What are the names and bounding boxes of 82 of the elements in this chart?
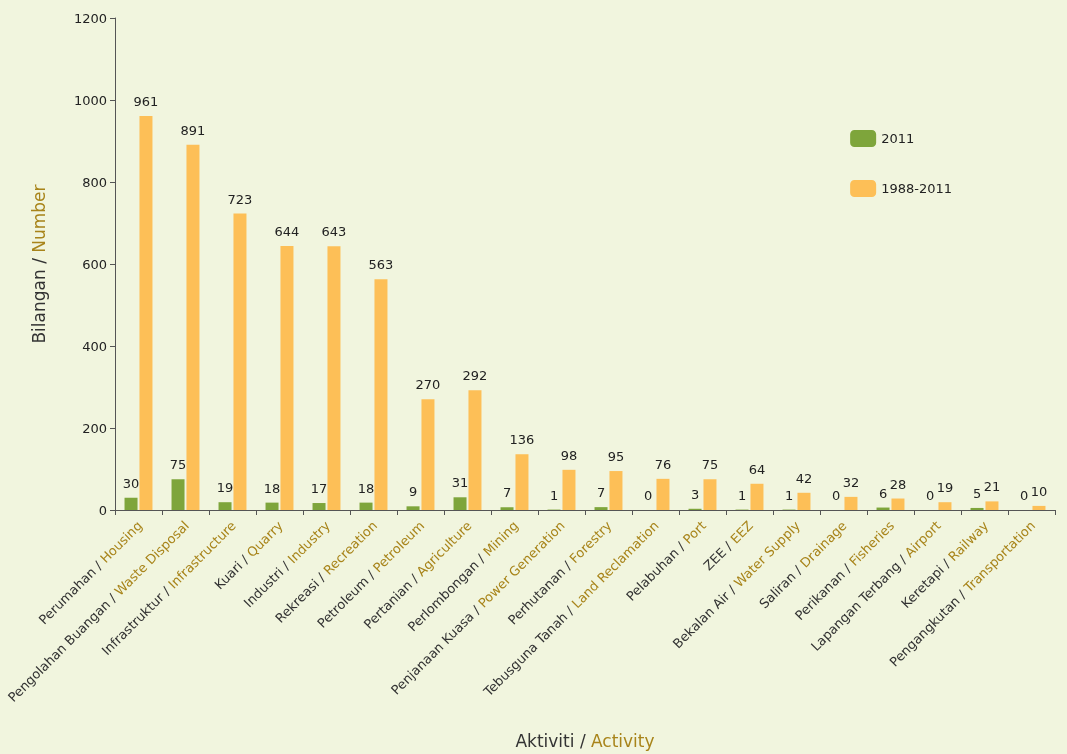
data-label: 136 (509, 432, 535, 448)
bar (327, 246, 341, 510)
bar (703, 479, 717, 510)
bar (515, 454, 529, 510)
y-tick-label: 1200 (73, 10, 107, 26)
data-label: 270 (415, 377, 441, 393)
data-label: 563 (368, 257, 394, 273)
data-label: 30 (122, 475, 140, 491)
data-label: 0 (925, 488, 935, 503)
data-label: 961 (133, 93, 159, 109)
bar (562, 469, 576, 510)
data-label: 0 (1019, 488, 1029, 503)
y-tick-label: 400 (82, 338, 107, 354)
data-label: 0 (831, 488, 841, 503)
bar (312, 503, 326, 510)
data-label: 18 (263, 480, 281, 496)
x-axis-title: Aktiviti / Activity (515, 730, 655, 751)
y-tick-label: 1000 (73, 92, 107, 108)
data-label: 891 (180, 122, 206, 138)
data-label: 75 (701, 457, 719, 473)
bar (359, 502, 373, 510)
y-axis-title: Bilangan / Number (28, 184, 49, 344)
bar (891, 498, 905, 510)
data-label: 98 (560, 447, 578, 463)
y-tick-label: 800 (82, 174, 107, 190)
data-label: 1 (784, 487, 794, 503)
data-label: 7 (502, 485, 512, 501)
bar (609, 471, 623, 510)
bar (453, 497, 467, 510)
bar (844, 496, 858, 510)
bar (139, 115, 153, 510)
data-label: 6 (878, 485, 888, 501)
data-label: 75 (169, 457, 187, 473)
data-label: 42 (795, 470, 813, 486)
data-label: 5 (972, 485, 982, 501)
y-tick-label: 0 (98, 502, 107, 518)
y-tick-label: 200 (82, 420, 107, 436)
bar (970, 507, 984, 510)
data-label: 18 (357, 480, 375, 496)
legend-label: 2011 (881, 131, 915, 146)
data-label: 644 (274, 223, 300, 239)
data-label: 723 (227, 191, 253, 207)
data-label: 7 (596, 485, 606, 501)
data-label: 10 (1030, 483, 1048, 499)
data-label: 0 (643, 488, 653, 503)
bar (938, 502, 952, 510)
data-label: 1 (549, 487, 559, 503)
bar (594, 507, 608, 510)
data-label: 21 (983, 479, 1001, 495)
data-label: 19 (216, 480, 234, 496)
bar (797, 492, 811, 510)
bar (1032, 505, 1046, 510)
bar (374, 279, 388, 510)
bar (750, 483, 764, 510)
data-label: 95 (607, 449, 625, 465)
data-label: 9 (408, 484, 418, 500)
bar (280, 245, 294, 510)
legend-label: 1988-2011 (881, 181, 952, 196)
bar (985, 501, 999, 510)
data-label: 31 (451, 475, 469, 491)
data-label: 292 (462, 368, 488, 384)
data-label: 76 (654, 456, 672, 472)
y-tick-label: 600 (82, 256, 107, 272)
bar (265, 502, 279, 510)
data-label: 17 (310, 481, 328, 497)
data-label: 28 (889, 476, 907, 492)
bar (500, 507, 514, 510)
data-label: 3 (690, 486, 700, 502)
bar (124, 497, 138, 510)
bar (468, 390, 482, 510)
bar (421, 399, 435, 510)
data-label: 19 (936, 480, 954, 496)
data-label: 32 (842, 474, 860, 490)
bar (406, 506, 420, 510)
bar (218, 502, 232, 510)
bar (233, 213, 247, 510)
data-label: 643 (321, 224, 347, 240)
data-label: 1 (737, 487, 747, 503)
bar (186, 144, 200, 510)
data-label: 64 (748, 461, 766, 477)
bar (171, 479, 185, 510)
bar (656, 478, 670, 510)
